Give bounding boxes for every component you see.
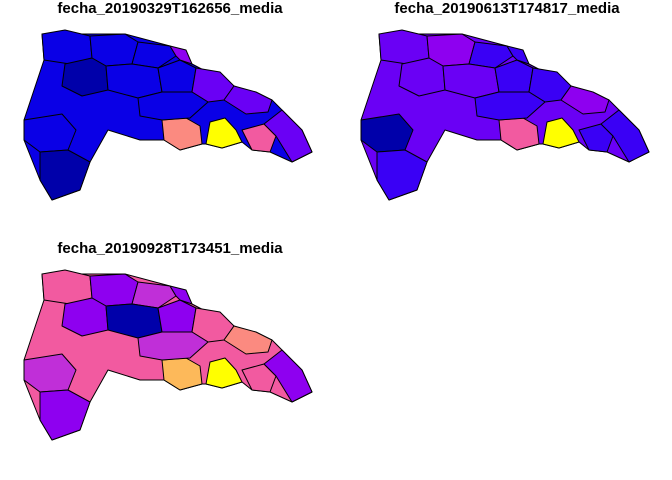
province-region [169, 45, 193, 65]
province-region [468, 41, 514, 69]
province-region [542, 117, 580, 149]
province-region [263, 349, 313, 403]
province-region [39, 389, 91, 441]
province-region [578, 123, 614, 153]
province-region [39, 149, 91, 201]
province-region [223, 85, 273, 115]
map-panel-3: fecha_20190928T173451_media [20, 240, 320, 470]
choropleth-map [360, 29, 650, 201]
province-region [241, 363, 277, 393]
province-region [600, 109, 650, 163]
province-region [137, 331, 209, 361]
province-region [241, 123, 277, 153]
choropleth-map [23, 269, 313, 441]
province-region [137, 91, 209, 121]
province-region [205, 357, 243, 389]
province-region [378, 29, 430, 65]
province-region [41, 269, 93, 305]
province-region [205, 117, 243, 149]
province-region [263, 109, 313, 163]
choropleth-map [23, 29, 313, 201]
province-region [131, 41, 177, 69]
map-panel-1: fecha_20190329T162656_media [20, 0, 320, 230]
panel-title: fecha_20190928T173451_media [57, 240, 283, 257]
province-region [506, 45, 530, 65]
province-region [223, 325, 273, 355]
panel-title: fecha_20190613T174817_media [394, 0, 620, 17]
province-region [41, 29, 93, 65]
province-region [131, 281, 177, 309]
panel-title: fecha_20190329T162656_media [57, 0, 283, 17]
map-panel-2: fecha_20190613T174817_media [357, 0, 657, 230]
province-region [560, 85, 610, 115]
province-region [169, 285, 193, 305]
province-region [376, 149, 428, 201]
province-region [474, 91, 546, 121]
